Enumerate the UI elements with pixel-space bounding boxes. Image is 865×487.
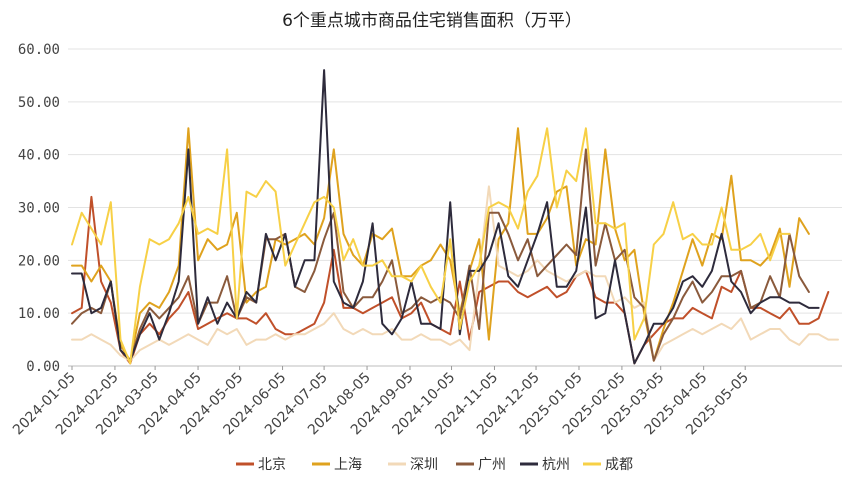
y-tick-label: 0.00 — [26, 359, 60, 375]
y-tick-label: 40.00 — [18, 148, 60, 164]
legend-label: 深圳 — [410, 457, 438, 473]
y-tick-label: 50.00 — [18, 95, 60, 111]
legend-label: 成都 — [605, 457, 633, 473]
series-line-成都 — [71, 127, 791, 365]
legend-label: 广州 — [478, 457, 506, 473]
series-line-北京 — [71, 195, 830, 365]
y-tick-label: 30.00 — [18, 201, 60, 217]
x-axis: 2024-01-052024-02-052024-03-052024-04-05… — [10, 366, 752, 438]
legend-label: 上海 — [334, 457, 362, 473]
series-line-上海 — [71, 127, 810, 362]
plot-area — [71, 69, 839, 365]
y-tick-label: 60.00 — [18, 42, 60, 58]
legend-label: 北京 — [258, 457, 286, 473]
chart-title: 6个重点城市商品住宅销售面积（万平） — [282, 11, 582, 31]
y-tick-label: 20.00 — [18, 253, 60, 269]
y-tick-label: 10.00 — [18, 306, 60, 322]
legend: 北京 上海 深圳 广州 杭州 成都 — [236, 457, 633, 473]
y-axis: 0.00 10.00 20.00 30.00 40.00 50.00 60.00 — [18, 42, 60, 375]
series-line-深圳 — [71, 185, 839, 362]
series-line-杭州 — [71, 69, 820, 365]
legend-label: 杭州 — [542, 457, 570, 473]
